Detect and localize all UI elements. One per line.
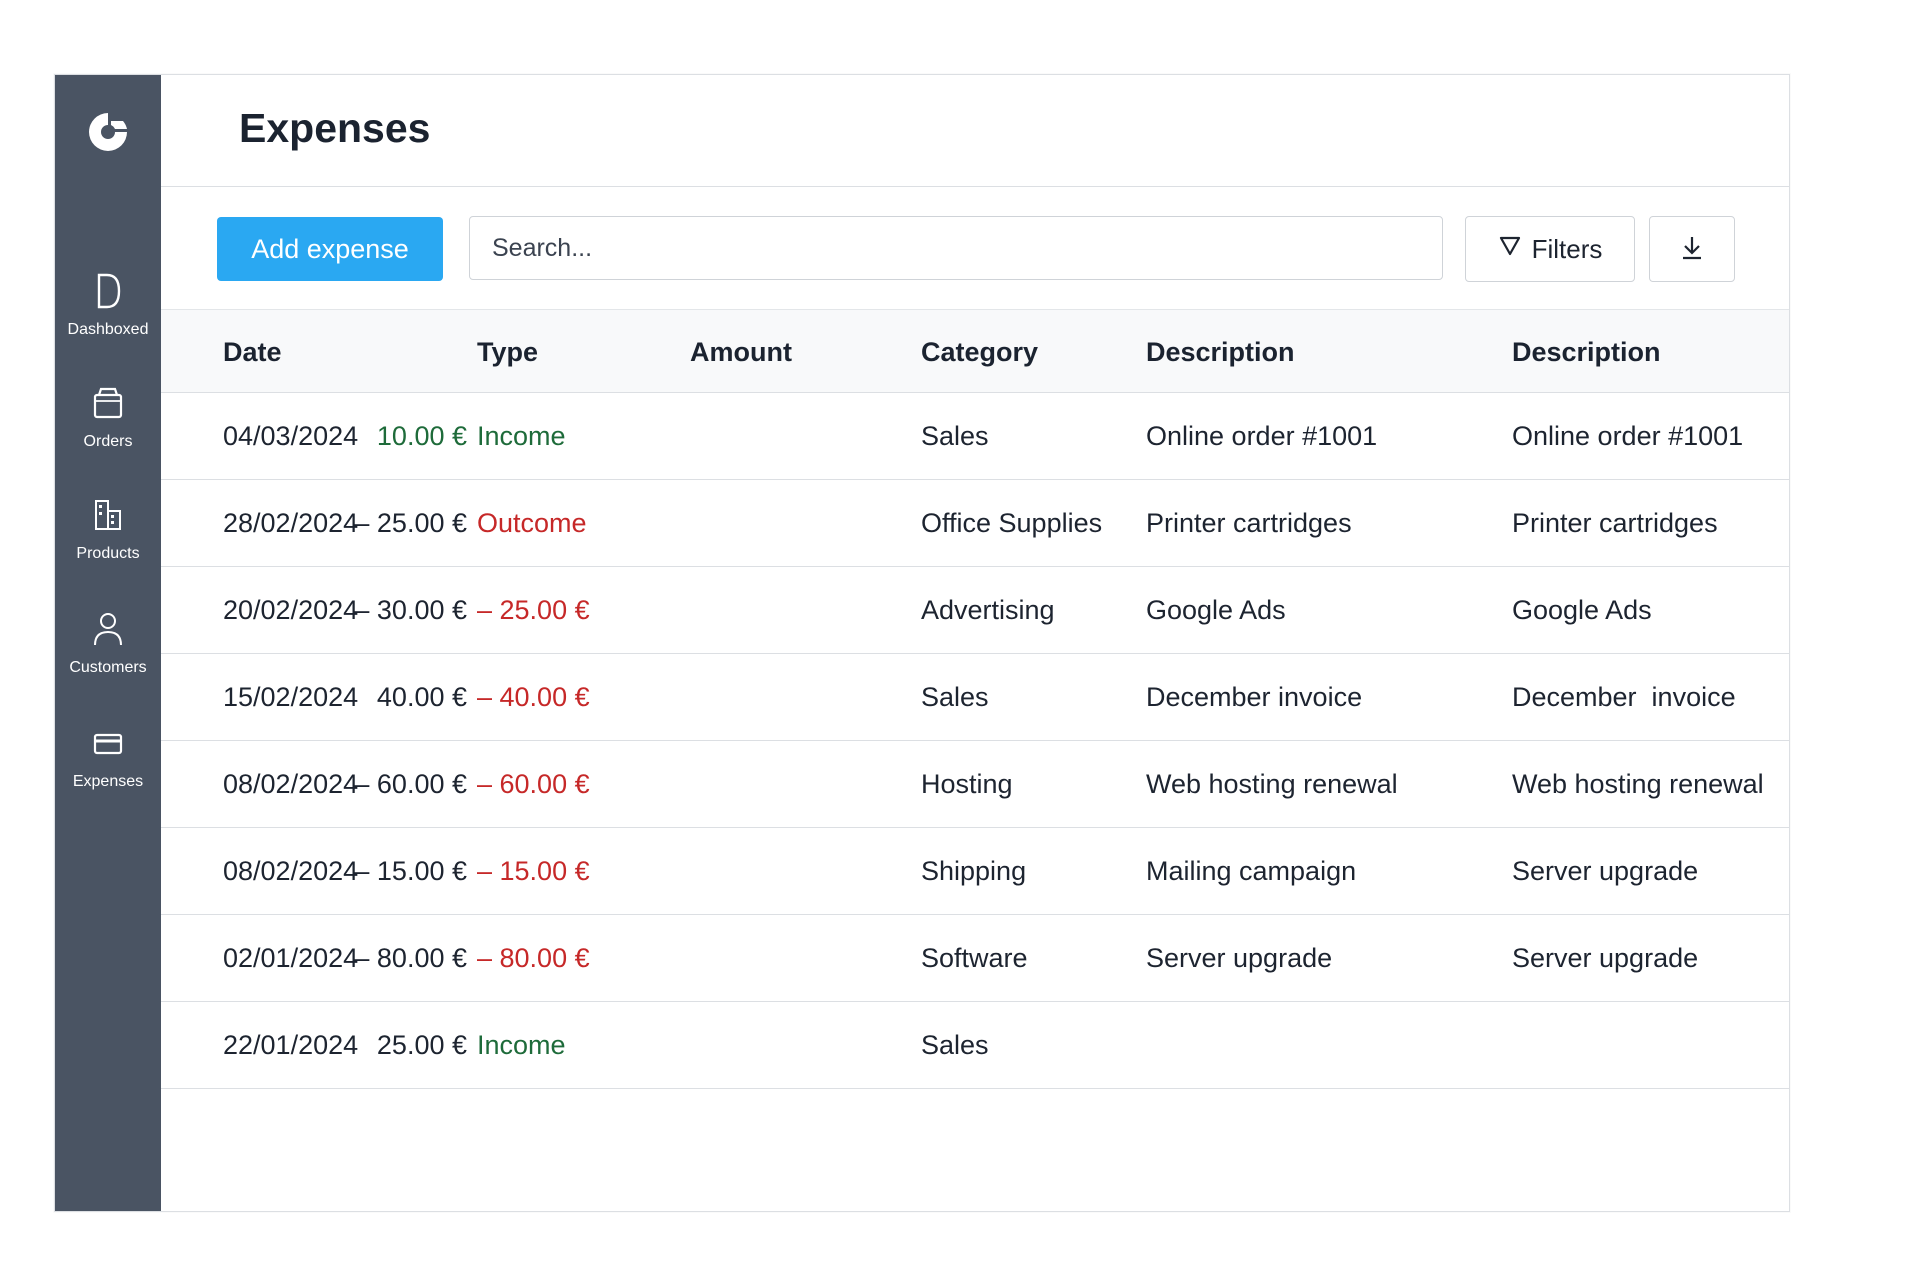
cell-type: Income — [477, 1030, 566, 1060]
column-header-description-2[interactable]: Description — [1512, 337, 1661, 367]
app-logo-icon[interactable] — [85, 109, 131, 155]
cell-description-2: Web hosting renewal — [1512, 769, 1764, 799]
cell-amount: 40.00 € — [376, 682, 467, 712]
filter-icon — [1498, 234, 1522, 265]
products-icon — [55, 495, 161, 539]
cell-category: Sales — [921, 1030, 989, 1060]
cell-description-2: Server upgrade — [1512, 856, 1699, 886]
expenses-icon — [55, 723, 161, 767]
cell-description: Web hosting renewal — [1146, 769, 1398, 799]
table-row[interactable]: 08/02/2024 – 15.00 € – 15.00 € Shipping … — [161, 828, 1789, 915]
sidebar-item-orders[interactable]: Orders — [55, 383, 161, 451]
cell-type: – 80.00 € — [477, 943, 590, 973]
cell-description: Google Ads — [1146, 595, 1286, 625]
cell-description: Server upgrade — [1146, 943, 1333, 973]
sidebar-item-products[interactable]: Products — [55, 495, 161, 563]
cell-description-2: December invoice — [1512, 682, 1736, 712]
sidebar: Dashboxed Orders Products Customers Expe — [55, 75, 161, 1211]
table-body: 04/03/2024 Income 10.00 € Sales Online o… — [161, 393, 1789, 1089]
cell-date: 08/02/2024 — [223, 769, 359, 799]
cell-type: Income — [477, 421, 566, 451]
cell-type: Outcome — [477, 508, 587, 538]
cell-description-2: Printer cartridges — [1512, 508, 1718, 538]
column-header-amount[interactable]: Amount — [690, 337, 792, 367]
download-button[interactable] — [1649, 216, 1735, 282]
column-header-type[interactable]: Type — [477, 337, 539, 367]
table-row[interactable]: 02/01/2024 – 80.00 € – 80.00 € Software … — [161, 915, 1789, 1002]
cell-category: Software — [921, 943, 1028, 973]
cell-category: Sales — [921, 682, 989, 712]
cell-category: Advertising — [921, 595, 1055, 625]
sidebar-item-label: Expenses — [72, 773, 144, 790]
page-title: Expenses — [239, 105, 431, 151]
cell-category: Hosting — [921, 769, 1013, 799]
customers-icon — [55, 609, 161, 653]
table-row[interactable]: 28/02/2024 Outcome – 25.00 € Office Supp… — [161, 480, 1789, 567]
filters-button[interactable]: Filters — [1465, 216, 1635, 282]
toolbar: Add expense Filters — [161, 187, 1789, 309]
table-row[interactable]: 15/02/2024 – 40.00 € 40.00 € Sales Decem… — [161, 654, 1789, 741]
cell-amount: – 80.00 € — [354, 943, 467, 973]
cell-type: – 40.00 € — [477, 682, 590, 712]
cell-type: – 15.00 € — [477, 856, 590, 886]
cell-date: 04/03/2024 — [223, 421, 359, 451]
cell-description-2: Server upgrade — [1512, 943, 1699, 973]
cell-amount: 25.00 € — [376, 1030, 467, 1060]
filters-label: Filters — [1531, 233, 1603, 264]
download-icon — [1678, 233, 1706, 266]
column-header-date[interactable]: Date — [223, 337, 282, 367]
cell-description: Online order #1001 — [1146, 421, 1378, 451]
cell-description-2: Online order #1001 — [1512, 421, 1744, 451]
cell-date: 08/02/2024 — [223, 856, 359, 886]
orders-icon — [55, 383, 161, 427]
cell-date: 28/02/2024 — [223, 508, 359, 538]
sidebar-item-label: Products — [76, 545, 140, 562]
cell-description: Printer cartridges — [1146, 508, 1352, 538]
sidebar-item-expenses[interactable]: Expenses — [55, 723, 161, 791]
cell-amount: – 30.00 € — [354, 595, 467, 625]
table-row[interactable]: 20/02/2024 – 25.00 € – 30.00 € Advertisi… — [161, 567, 1789, 654]
table-row[interactable]: 08/02/2024 – 60.00 € – 60.00 € Hosting W… — [161, 741, 1789, 828]
cell-amount: – 60.00 € — [354, 769, 467, 799]
cell-amount: 10.00 € — [376, 421, 467, 451]
table-header: Date Type Amount Category Description De… — [161, 309, 1789, 393]
cell-category: Shipping — [921, 856, 1027, 886]
search-input[interactable] — [469, 216, 1443, 280]
sidebar-item-customers[interactable]: Customers — [55, 609, 161, 677]
add-expense-button[interactable]: Add expense — [217, 217, 443, 281]
sidebar-item-dashboard[interactable]: Dashboxed — [55, 271, 161, 339]
cell-date: 15/02/2024 — [223, 682, 359, 712]
column-header-description[interactable]: Description — [1146, 337, 1295, 367]
cell-amount: – 15.00 € — [354, 856, 467, 886]
table-row[interactable]: 22/01/2024 Income 25.00 € Sales — [161, 1002, 1789, 1089]
column-header-category[interactable]: Category — [921, 337, 1039, 367]
cell-date: 22/01/2024 — [223, 1030, 359, 1060]
cell-type: – 25.00 € — [477, 595, 590, 625]
cell-date: 20/02/2024 — [223, 595, 359, 625]
cell-amount: – 25.00 € — [354, 508, 467, 538]
dashboard-icon — [55, 271, 161, 315]
cell-description-2: Google Ads — [1512, 595, 1652, 625]
cell-date: 02/01/2024 — [223, 943, 359, 973]
main-content: Expenses Add expense Filters Date Type A… — [161, 75, 1789, 1211]
header-divider — [161, 186, 1789, 187]
sidebar-item-label: Dashboxed — [67, 321, 149, 338]
cell-category: Office Supplies — [921, 508, 1103, 538]
sidebar-item-label: Customers — [69, 659, 147, 676]
cell-description: Mailing campaign — [1146, 856, 1357, 886]
sidebar-item-label: Orders — [83, 433, 133, 450]
cell-category: Sales — [921, 421, 989, 451]
cell-description: December invoice — [1146, 682, 1363, 712]
app-window: Dashboxed Orders Products Customers Expe — [54, 74, 1790, 1212]
table-row[interactable]: 04/03/2024 Income 10.00 € Sales Online o… — [161, 393, 1789, 480]
cell-type: – 60.00 € — [477, 769, 590, 799]
